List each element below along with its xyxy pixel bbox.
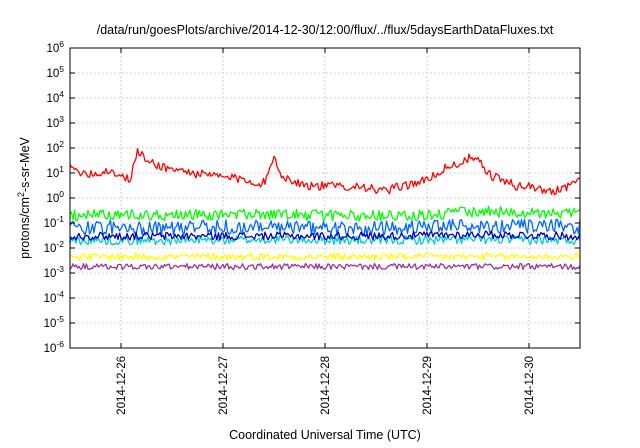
y-tick-label: 10-2	[44, 239, 65, 255]
y-tick-label: 10-4	[44, 289, 65, 305]
x-tick-label: 2014-12-27	[218, 356, 230, 415]
y-tick-label: 10-6	[44, 339, 65, 355]
flux-series-line	[69, 230, 581, 241]
flux-series-line	[69, 218, 581, 237]
flux-series-line	[69, 205, 581, 222]
x-tick-label: 2014-12-29	[422, 356, 434, 415]
flux-series-line	[69, 252, 581, 261]
x-tick-label: 2014-12-28	[320, 356, 332, 415]
x-tick-label: 2014-12-26	[116, 356, 128, 415]
y-tick-label: 106	[46, 39, 64, 55]
y-tick-label: 105	[46, 64, 64, 80]
grid-lines	[70, 48, 580, 348]
flux-series-line	[69, 147, 581, 196]
y-tick-label: 100	[46, 189, 64, 205]
axis-ticks: 10-6 10-5 10-4 10-3 10-2 10-1 100 101 102 103 104 1…	[44, 39, 580, 415]
y-tick-label: 103	[46, 114, 64, 130]
series-group	[69, 147, 581, 271]
flux-series-line	[69, 234, 581, 246]
x-tick-label: 2014-12-30	[524, 356, 536, 415]
flux-series-line	[69, 262, 581, 271]
x-axis-label: Coordinated Universal Time (UTC)	[229, 428, 421, 442]
y-tick-label: 10-1	[44, 214, 65, 230]
y-tick-label: 102	[46, 139, 64, 155]
chart-title: /data/run/goesPlots/archive/2014-12-30/1…	[96, 23, 554, 37]
y-tick-label: 101	[46, 164, 64, 180]
y-tick-label: 10-5	[44, 314, 65, 330]
y-tick-label: 104	[46, 89, 64, 105]
y-tick-label: 10-3	[44, 264, 65, 280]
